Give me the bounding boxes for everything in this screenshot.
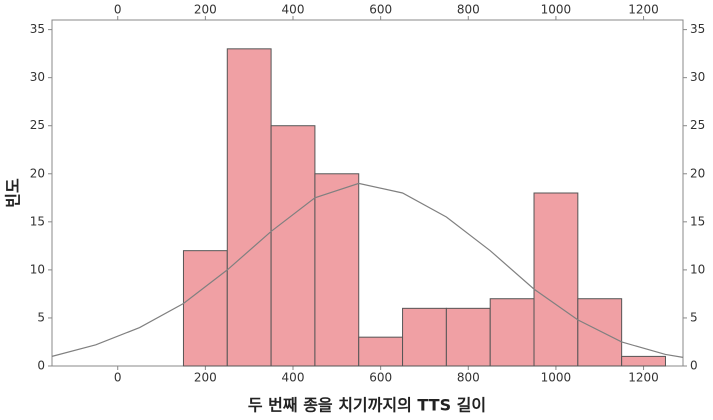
- x2-tick-label: 400: [282, 3, 305, 17]
- y2-tick-label: 20: [690, 166, 705, 180]
- bar: [533, 192, 579, 367]
- x-tick-label: 1200: [628, 371, 659, 385]
- bar: [621, 355, 666, 367]
- bar: [489, 298, 535, 367]
- y-tick-label: 20: [30, 166, 45, 180]
- y2-tick-label: 35: [690, 22, 705, 36]
- bar: [182, 250, 228, 367]
- x-tick-label: 600: [369, 371, 392, 385]
- bar: [358, 336, 404, 367]
- y-axis-title: 빈도: [4, 178, 23, 208]
- x-tick-label: 800: [457, 371, 480, 385]
- y-tick-label: 30: [30, 70, 45, 84]
- x-axis-title: 두 번째 종을 치기까지의 TTS 길이: [248, 396, 486, 415]
- bar: [314, 173, 360, 367]
- x-tick-label: 0: [114, 371, 122, 385]
- bar: [577, 298, 623, 367]
- x2-tick-label: 200: [194, 3, 217, 17]
- y-tick-label: 25: [30, 118, 45, 132]
- bar: [270, 125, 316, 367]
- x-tick-label: 400: [282, 371, 305, 385]
- x2-tick-label: 1200: [628, 3, 659, 17]
- y-tick-label: 15: [30, 214, 45, 228]
- x-tick-label: 200: [194, 371, 217, 385]
- y-tick-label: 0: [37, 359, 45, 373]
- fit-curve: [51, 182, 684, 358]
- y-tick-label: 10: [30, 262, 45, 276]
- x2-tick-label: 0: [114, 3, 122, 17]
- y2-tick-label: 15: [690, 214, 705, 228]
- x-tick-label: 1000: [541, 371, 572, 385]
- y-tick-label: 35: [30, 22, 45, 36]
- bar: [402, 307, 447, 367]
- y2-tick-label: 30: [690, 70, 705, 84]
- y2-tick-label: 10: [690, 262, 705, 276]
- y-tick-label: 5: [37, 310, 45, 324]
- y2-tick-label: 25: [690, 118, 705, 132]
- x2-tick-label: 600: [369, 3, 392, 17]
- x2-tick-label: 800: [457, 3, 480, 17]
- y2-tick-label: 0: [690, 359, 698, 373]
- bar: [445, 307, 491, 367]
- x2-tick-label: 1000: [541, 3, 572, 17]
- y2-tick-label: 5: [690, 310, 698, 324]
- bar: [226, 48, 272, 367]
